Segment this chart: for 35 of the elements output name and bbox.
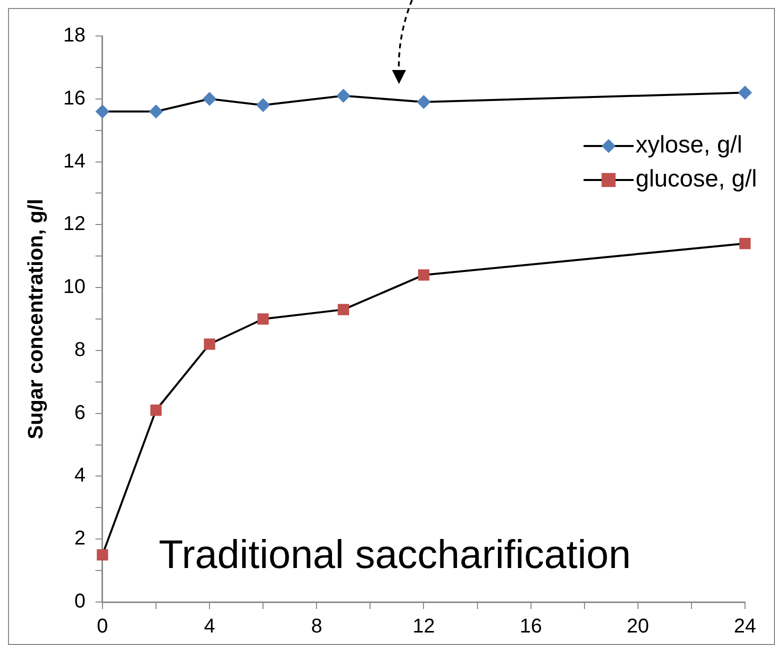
y-tick-label: 6 [74, 402, 86, 424]
y-tick-label: 12 [63, 213, 86, 236]
point [95, 104, 110, 118]
point [738, 86, 752, 100]
y-tick-label: 2 [74, 528, 86, 550]
point [338, 304, 350, 316]
x-tick-label: 16 [520, 616, 542, 638]
legend-label: glucose, g/l [636, 166, 757, 193]
y-tick-label: 8 [74, 338, 86, 361]
point [202, 92, 217, 106]
y-tick-label: 4 [74, 464, 86, 487]
point [204, 338, 216, 350]
point [150, 404, 162, 416]
x-tick-label: 0 [96, 616, 108, 638]
y-tick-label: 14 [63, 150, 86, 172]
x-tick-label: 12 [412, 616, 435, 638]
x-tick-label: 24 [734, 616, 756, 638]
point [148, 104, 163, 118]
y-tick-label: 0 [74, 590, 86, 613]
x-tick-label: 20 [626, 616, 650, 638]
point [416, 95, 431, 110]
point [256, 98, 270, 112]
legend-label: xylose, g/l [636, 132, 742, 159]
y-axis-title: Sugar concentration, g/l [24, 198, 48, 440]
x-tick-label: 8 [311, 616, 322, 638]
point [96, 549, 108, 560]
point [336, 88, 350, 103]
annotation: Traditional saccharification [158, 533, 631, 578]
y-tick-label: 18 [63, 24, 86, 47]
y-tick-label: 10 [63, 276, 86, 298]
x-tick-label: 4 [204, 616, 216, 638]
point [739, 238, 751, 250]
point [418, 269, 430, 281]
y-tick-label: 16 [63, 87, 86, 110]
point [257, 313, 269, 325]
